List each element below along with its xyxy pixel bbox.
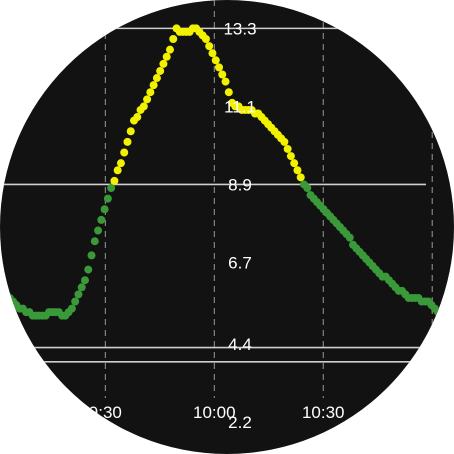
y-tick-label-0: 2.2: [228, 413, 252, 432]
y-axis-tick-labels: 2.2 4.4 6.7 8.9 11.1 13.3: [223, 19, 256, 432]
data-point-0-63: [201, 35, 210, 44]
data-point-0-53: [169, 35, 178, 44]
data-point-0-22: [67, 304, 76, 313]
data-point-0-52: [165, 45, 174, 54]
data-point-0-51: [162, 52, 171, 61]
y-tick-label-1: 4.4: [228, 335, 252, 354]
data-point-0-44: [139, 102, 148, 111]
x-tick-label-0: 9:30: [89, 403, 122, 422]
data-point-0-107: [345, 233, 354, 242]
y-tick-label-2: 6.7: [228, 253, 252, 272]
data-point-0-64: [205, 42, 214, 51]
data-point-0-28: [87, 251, 96, 260]
data-point-0-91: [293, 166, 302, 175]
data-point-0-47: [149, 81, 158, 90]
data-point-0-32: [100, 205, 109, 214]
data-point-0-92: [296, 173, 305, 182]
data-point-0-67: [215, 63, 224, 72]
data-point-0-94: [303, 183, 312, 192]
data-point-0-42: [133, 113, 142, 122]
data-point-0-66: [211, 56, 220, 65]
data-point-0-34: [107, 183, 116, 192]
data-point-0-38: [120, 148, 129, 157]
data-point-0-69: [221, 77, 230, 86]
data-point-0-26: [80, 276, 89, 285]
data-point-0-40: [126, 127, 135, 136]
data-point-0-37: [116, 159, 125, 168]
data-point-0-70: [224, 88, 233, 97]
x-tick-label-1: 10:00: [193, 403, 236, 422]
data-point-0-46: [146, 88, 155, 97]
data-point-0-36: [113, 166, 122, 175]
data-point-0-89: [286, 152, 295, 161]
x-axis-tick-labels: 9:30 10:00 10:30: [89, 403, 345, 422]
data-point-0-90: [290, 159, 299, 168]
data-point-0-49: [156, 66, 165, 75]
y-tick-label-3: 8.9: [228, 175, 252, 194]
data-point-0-33: [103, 194, 112, 203]
y-tick-label-4: 11.1: [224, 97, 256, 116]
data-point-0-45: [143, 95, 152, 104]
data-points: [0, 24, 454, 320]
data-point-0-35: [110, 176, 119, 185]
data-point-0-87: [280, 137, 289, 146]
data-point-0-27: [84, 265, 93, 274]
x-tick-label-2: 10:30: [302, 403, 345, 422]
data-point-0-88: [283, 144, 292, 153]
data-point-0-24: [74, 290, 83, 299]
data-point-0-65: [208, 49, 217, 58]
data-point-0-138: [447, 311, 454, 320]
data-point-0-29: [90, 237, 99, 246]
data-point-0-48: [152, 74, 161, 83]
data-point-0-31: [97, 215, 106, 224]
data-point-0-25: [77, 283, 86, 292]
data-point-0-68: [218, 70, 227, 79]
data-point-0-39: [123, 137, 132, 146]
data-point-0-23: [71, 297, 80, 306]
data-point-0-30: [94, 226, 103, 235]
y-tick-label-5: 13.3: [223, 19, 256, 38]
data-point-0-50: [159, 59, 168, 68]
threshold-lines: [0, 27, 426, 363]
